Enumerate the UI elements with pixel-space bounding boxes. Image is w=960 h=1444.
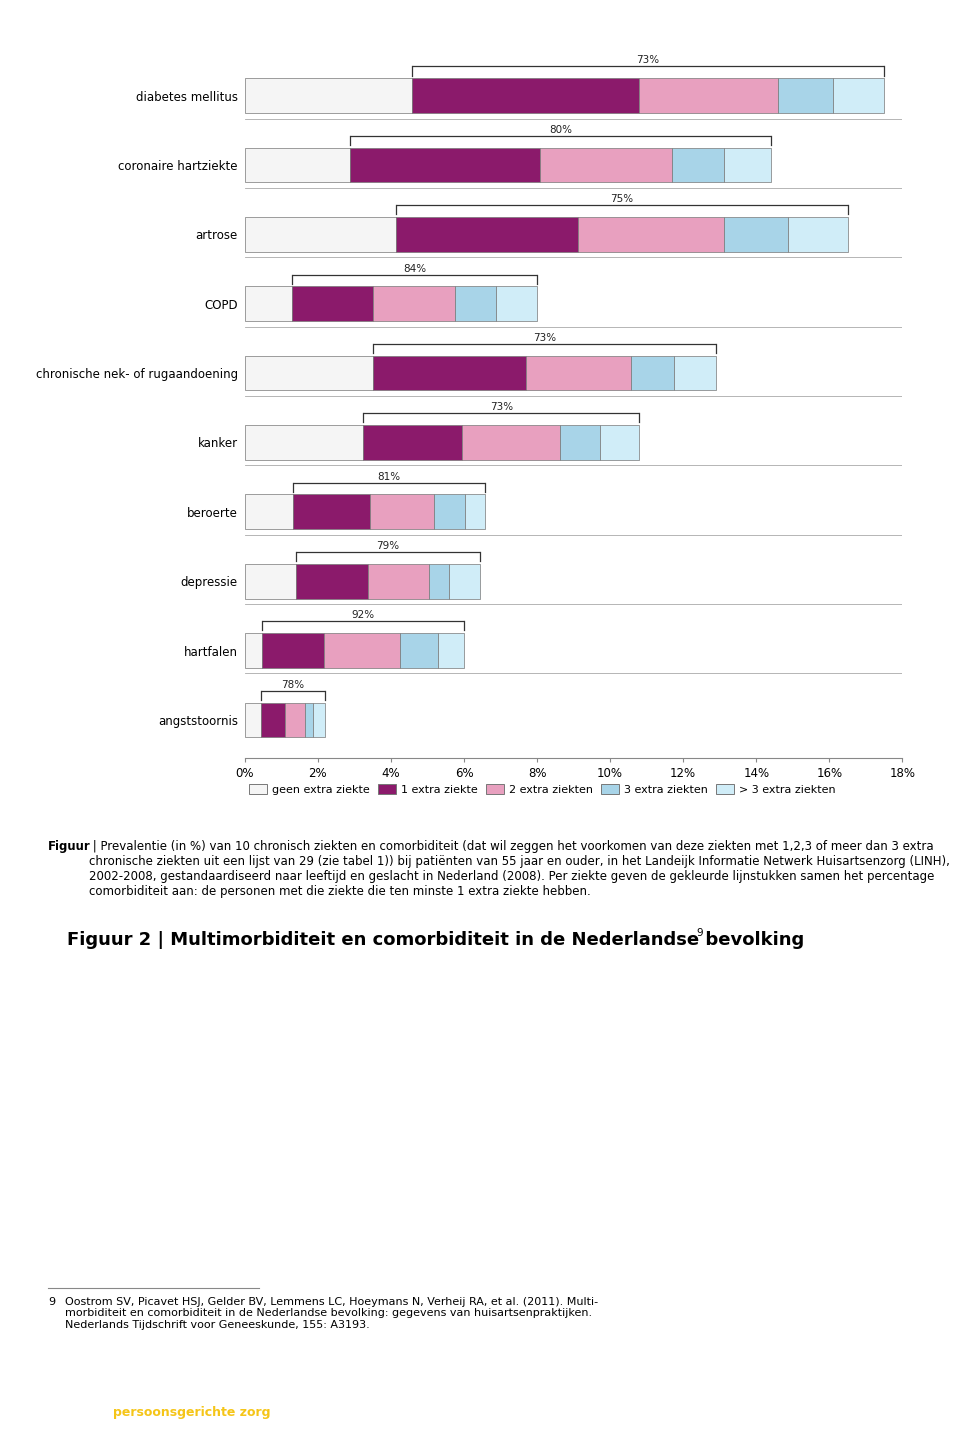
Bar (373, 286, 455, 321)
Bar (462, 425, 561, 459)
Text: White paper: White paper (48, 1406, 129, 1419)
Bar (399, 634, 438, 669)
Text: Oostrom SV, Picavet HSJ, Gelder BV, Lemmens LC, Hoeymans N, Verheij RA, et al. (: Oostrom SV, Picavet HSJ, Gelder BV, Lemm… (65, 1297, 598, 1330)
Bar (526, 355, 631, 390)
Bar (639, 78, 778, 113)
Text: 81%: 81% (377, 472, 401, 482)
Text: 73%: 73% (490, 403, 513, 413)
Bar (245, 563, 296, 599)
Bar (561, 425, 600, 459)
Text: 78%: 78% (281, 680, 304, 690)
Bar (294, 494, 371, 529)
Bar (262, 634, 324, 669)
Bar (245, 355, 373, 390)
Bar (413, 78, 639, 113)
Text: 92%: 92% (351, 611, 374, 621)
Text: Figuur: Figuur (48, 840, 91, 853)
Bar (631, 355, 674, 390)
Bar (245, 425, 363, 459)
Bar (438, 634, 464, 669)
Bar (778, 78, 832, 113)
Bar (245, 78, 413, 113)
Text: 9: 9 (696, 928, 703, 939)
Bar (724, 147, 771, 182)
Bar (671, 147, 724, 182)
Bar (368, 563, 429, 599)
Bar (245, 494, 294, 529)
Text: | © Vilans, augustus 2013: | © Vilans, augustus 2013 (265, 1406, 432, 1419)
Bar (245, 286, 292, 321)
Bar (465, 494, 485, 529)
Text: 13: 13 (898, 1404, 921, 1422)
Bar (725, 217, 788, 251)
Bar (674, 355, 716, 390)
Bar (371, 494, 434, 529)
Bar (296, 563, 368, 599)
Bar (245, 147, 350, 182)
Bar (363, 425, 462, 459)
Bar (429, 563, 449, 599)
Bar (832, 78, 884, 113)
Bar (600, 425, 639, 459)
Bar (324, 634, 399, 669)
Text: 79%: 79% (376, 542, 399, 552)
Text: 80%: 80% (549, 124, 572, 134)
Bar (396, 217, 578, 251)
Bar (788, 217, 848, 251)
Bar (496, 286, 537, 321)
Bar (455, 286, 496, 321)
Bar (245, 634, 262, 669)
Bar (434, 494, 465, 529)
Text: persoonsgerichte zorg: persoonsgerichte zorg (113, 1406, 271, 1419)
Legend: geen extra ziekte, 1 extra ziekte, 2 extra ziekten, 3 extra ziekten, > 3 extra z: geen extra ziekte, 1 extra ziekte, 2 ext… (245, 780, 840, 799)
Bar (449, 563, 480, 599)
Text: 9: 9 (48, 1297, 55, 1307)
Bar (285, 703, 305, 738)
Text: | Prevalentie (in %) van 10 chronisch ziekten en comorbiditeit (dat wil zeggen h: | Prevalentie (in %) van 10 chronisch zi… (89, 840, 950, 898)
Bar (313, 703, 325, 738)
Text: 73%: 73% (533, 334, 556, 342)
Text: 73%: 73% (636, 55, 660, 65)
Text: 75%: 75% (610, 193, 634, 204)
Bar (350, 147, 540, 182)
Text: 84%: 84% (403, 264, 426, 273)
Bar (540, 147, 671, 182)
Bar (373, 355, 526, 390)
Bar (578, 217, 725, 251)
Bar (245, 217, 396, 251)
Bar (245, 703, 261, 738)
Text: Figuur 2 | Multimorbiditeit en comorbiditeit in de Nederlandse bevolking: Figuur 2 | Multimorbiditeit en comorbidi… (67, 931, 804, 949)
Bar (261, 703, 285, 738)
Bar (292, 286, 373, 321)
Bar (305, 703, 313, 738)
